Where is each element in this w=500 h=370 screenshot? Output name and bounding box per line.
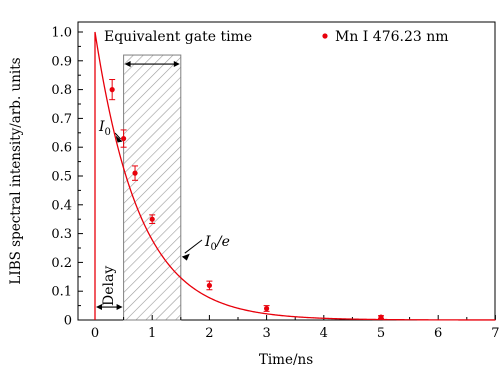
arrow-head (124, 61, 131, 68)
data-point (120, 129, 127, 148)
y-tick-label: 0.1 (51, 285, 72, 300)
y-tick-label: 0.2 (51, 256, 72, 271)
arrow-head (96, 304, 102, 311)
x-tick-label: 6 (434, 326, 442, 341)
y-tick-label: 0.8 (51, 83, 72, 98)
i0-pointer (114, 132, 121, 140)
x-tick-label: 1 (148, 326, 156, 341)
gate-region (123, 54, 182, 321)
x-tick-label: 5 (377, 326, 385, 341)
arrow-head (116, 304, 123, 311)
arrows (96, 61, 203, 311)
point-marker (149, 216, 155, 222)
y-tick-label: 0.6 (51, 141, 72, 156)
i0-label: I0 (98, 119, 111, 138)
data-point (149, 214, 156, 225)
data-point (263, 305, 270, 312)
y-tick-label: 0 (64, 314, 72, 329)
point-marker (109, 87, 115, 93)
y-axis-title: LIBS spectral intensity/arb. units (8, 57, 24, 284)
point-marker (264, 305, 270, 312)
x-tick-label: 0 (91, 326, 99, 341)
y-tick-label: 0.3 (51, 227, 72, 242)
arrow-head (173, 61, 180, 68)
point-marker (206, 282, 212, 289)
point-marker (121, 135, 127, 142)
x-tick-label: 2 (205, 326, 213, 341)
point-marker (132, 170, 138, 176)
data-point (206, 280, 213, 291)
data-point (109, 79, 116, 101)
x-axis: 0 1 2 3 4 5 6 7 (91, 315, 500, 341)
point-marker (378, 314, 384, 320)
y-tick-label: 0.5 (51, 170, 72, 185)
plot-frame (77, 21, 496, 321)
y-tick-label: 0.7 (51, 112, 72, 127)
x-axis-title: Time/ns (259, 352, 313, 368)
y-axis: 0 0.1 0.2 0.3 0.4 0.5 0.6 0.7 0.8 0.9 1.0 (51, 26, 83, 329)
x-tick-label: 4 (320, 326, 328, 341)
delay-label: Delay (101, 266, 117, 306)
data-point (132, 165, 139, 181)
legend-series-label: Mn I 476.23 nm (335, 29, 449, 45)
y-tick-label: 0.9 (51, 54, 72, 69)
x-tick-label: 7 (491, 326, 499, 341)
i0e-label: I0/e (204, 234, 230, 253)
fit-curve (94, 31, 496, 321)
x-tick-label: 3 (262, 326, 270, 341)
y-tick-label: 0.4 (51, 198, 72, 213)
legend-marker (322, 33, 328, 39)
i0-arrow-head (115, 135, 123, 143)
i0e-pointer (184, 239, 203, 254)
y-tick-label: 1.0 (51, 26, 72, 41)
legend-gate-label: Equivalent gate time (104, 29, 252, 45)
data-point (378, 314, 384, 320)
i0e-arrow-head (181, 253, 190, 261)
data-points (109, 79, 384, 320)
